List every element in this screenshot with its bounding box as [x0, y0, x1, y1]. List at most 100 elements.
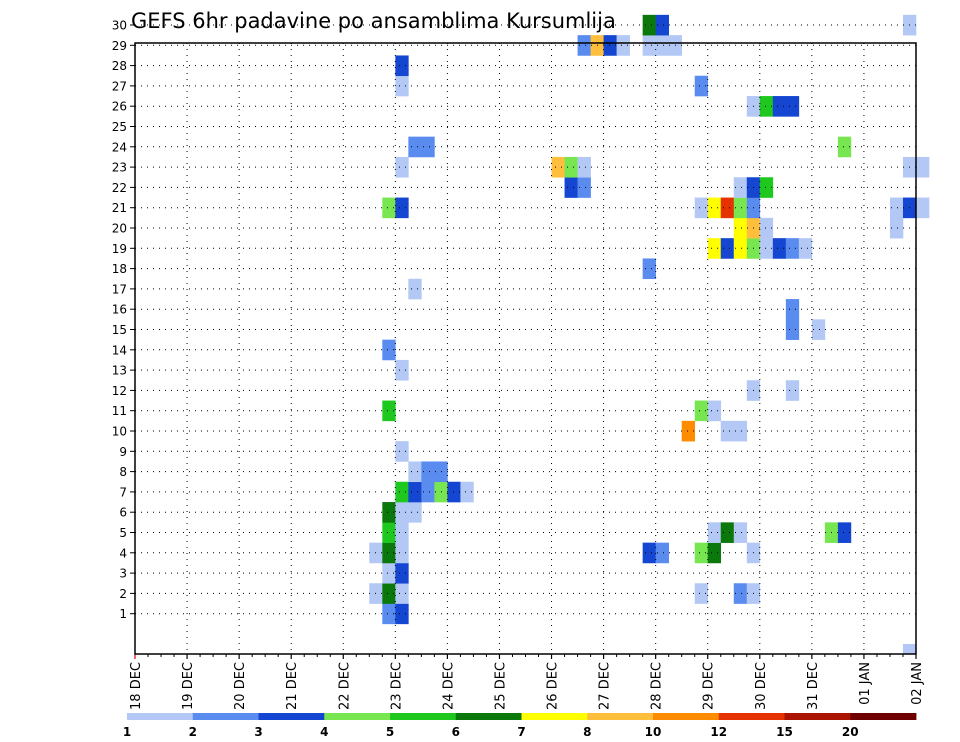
- colorbar-label: 10: [645, 725, 662, 739]
- y-tick-label: 20: [112, 222, 127, 236]
- heatmap-cell: [759, 96, 774, 117]
- heatmap-cell: [811, 319, 826, 340]
- x-tick-label: 19 DEC: [181, 662, 196, 710]
- colorbar-label: 7: [517, 725, 525, 739]
- heatmap-cell: [902, 644, 917, 655]
- x-tick-label: 29 DEC: [702, 662, 717, 710]
- colorbar-label: 2: [189, 725, 197, 739]
- heatmap-cell: [759, 177, 774, 198]
- colorbar-swatch: [850, 713, 917, 720]
- y-axis: 1234567891011121314151617181920212223242…: [112, 19, 135, 621]
- y-tick-label: 4: [119, 546, 127, 560]
- y-tick-label: 28: [112, 59, 127, 73]
- y-tick-label: 7: [119, 485, 127, 499]
- x-tick-label: 31 DEC: [806, 662, 821, 710]
- y-tick-label: 6: [119, 506, 127, 520]
- heatmap-cell: [564, 156, 578, 178]
- heatmap-cell: [694, 197, 709, 219]
- heatmap-cell: [577, 35, 591, 56]
- heatmap-cell: [395, 55, 409, 77]
- heatmap-cell: [798, 238, 813, 259]
- heatmap-cell: [707, 197, 722, 219]
- x-tick-label: 25 DEC: [494, 662, 509, 710]
- heatmap-cell: [408, 136, 422, 158]
- x-tick-label: 28 DEC: [650, 662, 665, 710]
- heatmap-cell: [785, 238, 800, 259]
- y-tick-label: 19: [112, 242, 127, 256]
- y-tick-label: 18: [112, 262, 127, 276]
- y-tick-label: 23: [112, 161, 127, 175]
- plot-frame: [134, 42, 917, 655]
- x-tick-label: 01 JAN: [858, 662, 873, 705]
- x-tick-label: 21 DEC: [285, 662, 300, 710]
- y-tick-label: 5: [119, 526, 127, 540]
- colorbar-swatch: [718, 713, 785, 720]
- y-tick-label: 16: [112, 303, 127, 317]
- heatmap-cell: [785, 380, 800, 401]
- heatmap-cell: [395, 481, 409, 503]
- heatmap-cell: [577, 177, 591, 198]
- heatmap-cell: [694, 542, 709, 564]
- y-tick-label: 8: [119, 465, 127, 479]
- x-tick-label: 26 DEC: [546, 662, 561, 710]
- heatmap-cell: [408, 481, 422, 503]
- heatmap-cell: [395, 197, 409, 219]
- heatmap-cell: [733, 217, 748, 239]
- heatmap-cell: [447, 481, 461, 503]
- heatmap-cell: [382, 197, 396, 219]
- colorbar-swatch: [390, 713, 457, 720]
- heatmap-cell: [759, 238, 774, 259]
- colorbar-label: 15: [776, 725, 793, 739]
- heatmap-cell: [382, 400, 396, 422]
- heatmap-cell: [642, 258, 656, 280]
- y-tick-label: 29: [112, 39, 127, 53]
- heatmap-cell: [395, 583, 409, 604]
- heatmap-cell: [733, 420, 748, 442]
- heatmap-cell: [642, 542, 656, 564]
- heatmap-cell: [655, 14, 669, 36]
- y-tick-label: 24: [112, 140, 127, 154]
- heatmap-cell: [382, 339, 396, 361]
- heatmap-cell: [916, 156, 930, 178]
- heatmap-cell: [707, 542, 722, 564]
- colorbar-label: 4: [320, 725, 328, 739]
- heatmap-cell: [382, 542, 396, 564]
- colorbar-swatch: [258, 713, 325, 720]
- colorbar-swatch: [455, 713, 522, 720]
- heatmap-cell: [733, 583, 748, 604]
- heatmap-cell: [655, 35, 669, 56]
- heatmap-cell: [655, 542, 669, 564]
- heatmap-cell: [616, 35, 630, 56]
- heatmap-cell: [772, 96, 787, 117]
- colorbar: 1 2 3 4 5 6 7 8 10 12 15 20: [123, 713, 917, 739]
- colorbar-swatch: [784, 713, 851, 720]
- heatmap-cell: [564, 177, 578, 198]
- y-tick-label: 17: [112, 282, 127, 296]
- y-tick-label: 27: [112, 79, 127, 93]
- heatmap-cell: [395, 542, 409, 564]
- y-tick-label: 22: [112, 181, 127, 195]
- heatmap-cell: [837, 522, 852, 543]
- heatmap-cell: [720, 420, 735, 442]
- y-tick-label: 13: [112, 364, 127, 378]
- colorbar-swatch: [192, 713, 259, 720]
- heatmap-cell: [577, 156, 591, 178]
- heatmap-cell: [408, 461, 422, 483]
- colorbar-label: 8: [583, 725, 591, 739]
- colorbar-swatch: [587, 713, 654, 720]
- x-tick-label: 24 DEC: [441, 662, 456, 710]
- colorbar-label: 1: [123, 725, 131, 739]
- heatmap-cell: [916, 197, 930, 219]
- heatmap-cell: [889, 197, 904, 219]
- y-tick-label: 9: [119, 445, 127, 459]
- gridlines: [135, 24, 916, 654]
- y-tick-label: 26: [112, 100, 127, 114]
- x-tick-label: 22 DEC: [337, 662, 352, 710]
- colorbar-label: 12: [710, 725, 727, 739]
- heatmap-cell: [382, 522, 396, 543]
- colorbar-swatch: [324, 713, 391, 720]
- heatmap-cell: [785, 299, 800, 320]
- y-tick-label: 12: [112, 384, 127, 398]
- heatmap-cell: [408, 502, 422, 523]
